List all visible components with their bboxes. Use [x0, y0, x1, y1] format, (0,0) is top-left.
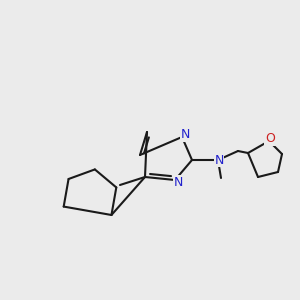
Text: N: N	[173, 176, 183, 188]
Text: N: N	[180, 128, 190, 142]
Text: N: N	[214, 154, 224, 166]
Text: O: O	[265, 133, 275, 146]
